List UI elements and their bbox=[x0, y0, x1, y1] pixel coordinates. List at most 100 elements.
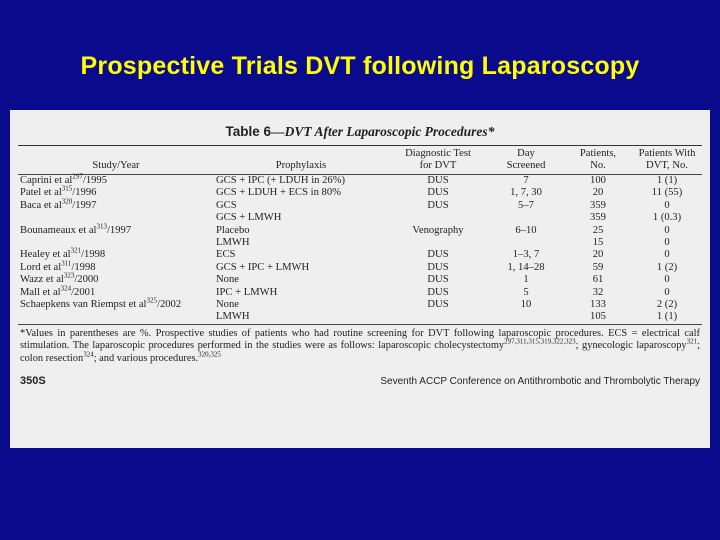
cell-study: Mall et al324/2001 bbox=[18, 284, 214, 299]
footnote-ref-3: 324 bbox=[83, 350, 94, 359]
cell-patients: 20 bbox=[592, 187, 604, 199]
cell-diagnostic-test: DUS bbox=[427, 286, 449, 298]
cell-study bbox=[18, 311, 214, 323]
study-author: Mall et al bbox=[20, 286, 61, 298]
header-day-line2: Screened bbox=[506, 159, 546, 171]
cell-patients-dvt: 1 (1) bbox=[656, 175, 678, 186]
header-diagnostic-test: Diagnostic Test for DVT bbox=[388, 146, 488, 174]
cell-diagnostic-test: DUS bbox=[427, 274, 449, 286]
table-top-rule bbox=[18, 145, 702, 146]
study-year: /2001 bbox=[71, 286, 96, 298]
study-year: /1997 bbox=[106, 224, 132, 236]
study-year: /2000 bbox=[74, 274, 99, 286]
study-author: Schaepkens van Riempst et al bbox=[20, 299, 147, 311]
header-test-line2: for DVT bbox=[419, 159, 457, 171]
cell-day-screened bbox=[488, 311, 564, 323]
cell-patients: 25 bbox=[592, 224, 604, 236]
dvt-table: Study/Year Prophylaxis Diagnostic Test f… bbox=[18, 146, 702, 324]
footnote-text-1: *Values in parentheses are %. Prospectiv… bbox=[20, 327, 700, 352]
cell-day-screened: 1–3, 7 bbox=[512, 249, 540, 261]
header-patients-line2: No. bbox=[590, 159, 606, 171]
study-author: Caprini et al bbox=[20, 175, 73, 186]
cell-prophylaxis: Placebo bbox=[216, 224, 250, 236]
study-reference: 315 bbox=[61, 184, 73, 193]
cell-prophylaxis: IPC + LMWH bbox=[216, 286, 278, 298]
study-reference: 313 bbox=[96, 222, 107, 231]
cell-diagnostic-test: DUS bbox=[427, 187, 449, 199]
header-study: Study/Year bbox=[92, 159, 140, 171]
cell-study bbox=[18, 212, 214, 224]
table-row: Baca et al320/1997 GCS DUS 5–7 359 0 bbox=[18, 198, 702, 212]
footnote-ref-2: 321 bbox=[686, 337, 698, 346]
conference-name: Seventh ACCP Conference on Antithromboti… bbox=[380, 376, 700, 388]
table-row: Mall et al324/2001 IPC + LMWH DUS 5 32 0 bbox=[18, 284, 702, 299]
cell-diagnostic-test: DUS bbox=[427, 261, 449, 273]
cell-patients-dvt: 0 bbox=[664, 286, 670, 298]
study-year: /1998 bbox=[81, 249, 106, 261]
cell-prophylaxis: GCS + LDUH + ECS in 80% bbox=[216, 187, 341, 199]
cell-prophylaxis: LMWH bbox=[216, 311, 250, 323]
table-caption: Table 6—DVT After Laparoscopic Procedure… bbox=[18, 124, 702, 140]
cell-day-screened: 1, 14–28 bbox=[507, 261, 545, 273]
cell-diagnostic-test: DUS bbox=[427, 249, 449, 261]
study-year: /1996 bbox=[72, 187, 97, 199]
cell-diagnostic-test bbox=[388, 311, 488, 323]
cell-study bbox=[18, 237, 214, 249]
cell-day-screened bbox=[488, 212, 564, 224]
header-test-line1: Diagnostic Test bbox=[405, 148, 471, 159]
cell-prophylaxis: GCS + IPC + LMWH bbox=[216, 261, 310, 273]
header-patients-line1: Patients, bbox=[579, 148, 617, 159]
page-number: 350S bbox=[20, 375, 46, 388]
cell-patients-dvt: 0 bbox=[664, 237, 670, 249]
study-reference: 324 bbox=[60, 284, 72, 293]
table-row: Lord et al311/1998 GCS + IPC + LMWH DUS 1, … bbox=[18, 260, 702, 274]
cell-study: Patel et al315/1996 bbox=[18, 184, 214, 199]
footnote-ref-1: 297,311,315,319,322,323 bbox=[504, 337, 576, 346]
table-bottom-rule bbox=[18, 323, 702, 325]
cell-patients: 359 bbox=[590, 199, 606, 211]
study-author: Patel et al bbox=[20, 187, 62, 199]
cell-day-screened: 1, 7, 30 bbox=[510, 187, 542, 199]
table-row: Patel et al315/1996 GCS + LDUH + ECS in 8… bbox=[18, 184, 702, 199]
header-rule bbox=[18, 174, 702, 175]
cell-patients: 105 bbox=[590, 311, 606, 323]
cell-prophylaxis: GCS + LMWH bbox=[216, 212, 282, 224]
table-body: Caprini et al297/1995 GCS + IPC (+ LDUH i… bbox=[18, 173, 702, 324]
cell-study: Wazz et al323/2000 bbox=[18, 272, 214, 286]
table-header-row: Study/Year Prophylaxis Diagnostic Test f… bbox=[18, 146, 702, 174]
cell-study: Caprini et al297/1995 bbox=[18, 173, 214, 187]
cell-diagnostic-test bbox=[388, 237, 488, 249]
cell-prophylaxis: GCS + IPC (+ LDUH in 26%) bbox=[216, 175, 346, 186]
cell-diagnostic-test: DUS bbox=[427, 299, 449, 311]
cell-patients: 100 bbox=[590, 175, 606, 186]
header-patients-dvt: Patients With DVT, No. bbox=[632, 146, 702, 174]
cell-day-screened: 5–7 bbox=[518, 199, 534, 211]
cell-prophylaxis: ECS bbox=[216, 249, 236, 261]
cell-patients: 15 bbox=[592, 237, 604, 249]
cell-day-screened: 5 bbox=[523, 286, 529, 298]
cell-diagnostic-test: DUS bbox=[427, 199, 449, 211]
header-patients: Patients, No. bbox=[564, 146, 632, 174]
cell-diagnostic-test bbox=[388, 212, 488, 224]
cell-patients-dvt: 0 bbox=[664, 249, 670, 261]
cell-day-screened: 6–10 bbox=[515, 224, 537, 236]
cell-patients: 133 bbox=[590, 299, 606, 311]
study-author: Lord et al bbox=[20, 261, 62, 273]
study-year: /2002 bbox=[157, 299, 182, 311]
header-dvt-line1: Patients With bbox=[638, 148, 696, 159]
cell-diagnostic-test: DUS bbox=[427, 175, 449, 186]
table-caption-text: —DVT After Laparoscopic Procedures* bbox=[271, 124, 495, 139]
cell-patients: 59 bbox=[592, 261, 604, 273]
scanned-table-image: Table 6—DVT After Laparoscopic Procedure… bbox=[10, 110, 710, 448]
study-reference: 325 bbox=[146, 296, 158, 305]
cell-day-screened bbox=[488, 237, 564, 249]
cell-patients: 61 bbox=[592, 274, 604, 286]
cell-diagnostic-test: Venography bbox=[412, 224, 464, 236]
header-day-screened: Day Screened bbox=[488, 146, 564, 174]
cell-day-screened: 1 bbox=[523, 274, 529, 286]
slide-title: Prospective Trials DVT following Laparos… bbox=[80, 52, 640, 80]
header-prophylaxis: Prophylaxis bbox=[275, 159, 327, 171]
study-author: Wazz et al bbox=[20, 274, 64, 286]
cell-patients-dvt: 1 (0.3) bbox=[652, 212, 682, 224]
cell-study: Bounameaux et al313/1997 bbox=[18, 222, 214, 237]
